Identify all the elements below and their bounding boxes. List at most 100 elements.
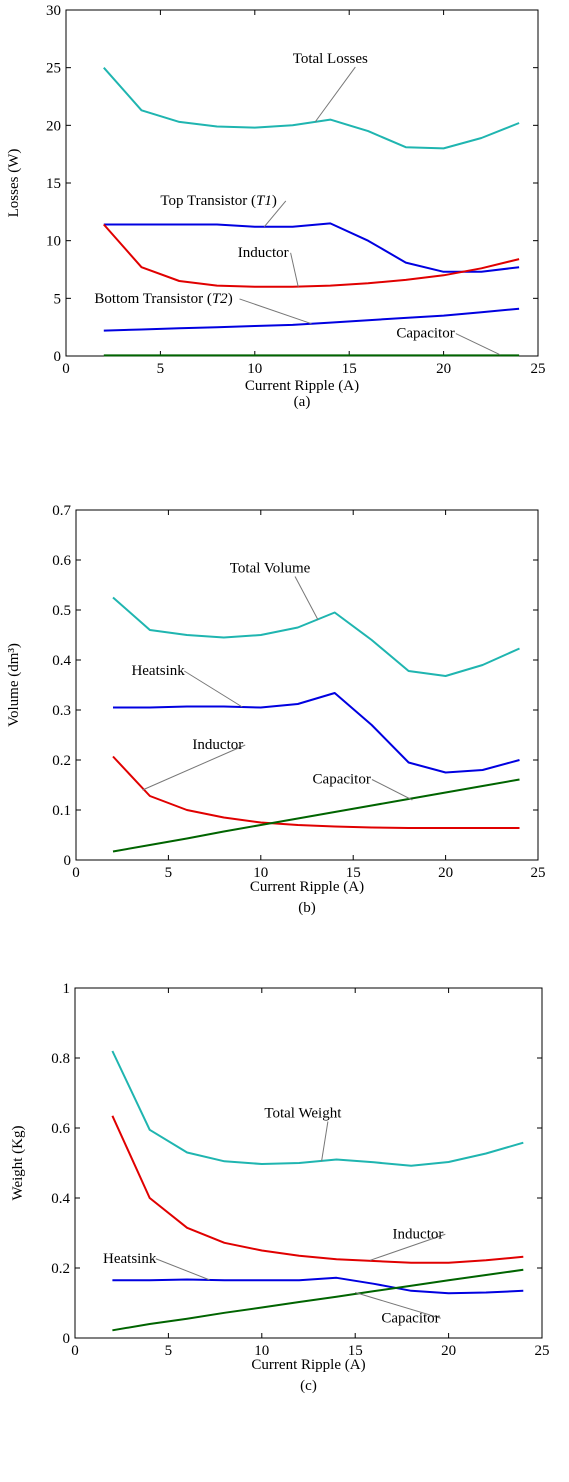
y-tick-label: 0.5 <box>52 603 71 619</box>
annotation-text: Capacitor <box>396 326 454 342</box>
y-tick-label: 0 <box>54 349 62 365</box>
x-tick-label: 25 <box>531 361 546 377</box>
series-annotation: Capacitor <box>313 772 371 788</box>
x-tick-label: 20 <box>436 361 451 377</box>
x-tick-label: 20 <box>438 865 453 881</box>
series-line-inductor <box>111 1115 524 1264</box>
series-annotation: Top Transistor (T1) <box>160 193 276 209</box>
series-annotation: Inductor <box>393 1226 444 1242</box>
series-line-total-losses <box>103 67 520 150</box>
series-line-capacitor <box>112 1268 524 1332</box>
annotation-leader <box>355 1292 441 1319</box>
annotation-text-after: ) <box>272 193 277 209</box>
series-annotation: Total Losses <box>293 51 368 67</box>
annotation-text: Total Weight <box>264 1106 342 1122</box>
series-line-inductor <box>112 755 520 829</box>
series-line-capacitor <box>112 778 520 853</box>
y-tick-label: 0.4 <box>52 653 71 669</box>
y-tick-label: 0.2 <box>51 1261 70 1277</box>
series-annotation: Capacitor <box>381 1310 439 1326</box>
annotation-leader <box>369 1233 446 1261</box>
annotation-leader <box>290 252 299 287</box>
plot-area-frame <box>74 987 543 1339</box>
y-axis-label: Weight (Kg) <box>10 1125 26 1200</box>
series-annotation: Inductor <box>192 737 243 753</box>
annotation-leader <box>263 200 287 228</box>
x-tick-label: 25 <box>535 1343 550 1359</box>
annotation-leader <box>155 1258 210 1281</box>
annotation-text: Bottom Transistor ( <box>94 291 212 307</box>
y-tick-label: 5 <box>54 291 62 307</box>
y-tick-label: 0.6 <box>52 553 71 569</box>
annotation-text-after: ) <box>228 291 233 307</box>
y-tick-label: 0.7 <box>52 503 71 519</box>
series-line-total-weight <box>111 1050 524 1167</box>
x-tick-label: 20 <box>441 1343 456 1359</box>
x-tick-label: 10 <box>247 361 262 377</box>
x-tick-label: 15 <box>348 1343 363 1359</box>
series-annotation: Total Volume <box>230 561 311 577</box>
annotation-italic: T2 <box>212 291 228 307</box>
x-tick-label: 5 <box>165 1343 173 1359</box>
x-tick-label: 5 <box>157 361 165 377</box>
x-tick-label: 15 <box>346 865 361 881</box>
series-annotation: Capacitor <box>396 326 454 342</box>
annotation-italic: T1 <box>256 193 272 209</box>
series-line-heatsink <box>112 1276 524 1295</box>
y-tick-label: 0.6 <box>51 1121 70 1137</box>
x-tick-label: 0 <box>62 361 70 377</box>
y-tick-label: 10 <box>46 234 61 250</box>
panel-label: (b) <box>298 900 316 916</box>
annotation-text: Capacitor <box>381 1310 439 1326</box>
annotation-text: Heatsink <box>103 1251 157 1267</box>
y-tick-label: 0.2 <box>52 753 71 769</box>
annotation-leader <box>142 744 246 791</box>
x-tick-label: 0 <box>71 1343 79 1359</box>
series-annotation: Heatsink <box>103 1251 157 1267</box>
y-tick-label: 0.3 <box>52 703 71 719</box>
annotation-leader <box>371 779 413 801</box>
annotation-text: Top Transistor ( <box>160 193 256 209</box>
annotation-text: Inductor <box>192 737 243 753</box>
x-tick-label: 15 <box>342 361 357 377</box>
annotation-leader <box>455 333 501 356</box>
annotation-text: Heatsink <box>131 663 185 679</box>
y-tick-label: 1 <box>63 981 71 997</box>
chart-panel-3: 0 5 10 15 20 25 0 0.2 0.4 0.6 0.8 1 Current Ripple (… <box>10 981 550 1394</box>
chart-panel-1: 0 5 10 15 20 25 0 5 10 15 20 25 30 Current Ripple (A)… <box>6 3 546 410</box>
x-axis-label: Current Ripple (A) <box>251 1357 365 1373</box>
annotation-leader <box>183 670 243 708</box>
y-tick-label: 0.1 <box>52 803 71 819</box>
annotation-text: Capacitor <box>313 772 371 788</box>
annotation-text: Total Volume <box>230 561 311 577</box>
x-tick-label: 5 <box>165 865 173 881</box>
x-tick-label: 10 <box>254 1343 269 1359</box>
y-tick-label: 20 <box>46 118 61 134</box>
series-annotation: Bottom Transistor (T2) <box>94 291 232 307</box>
panel-label: (c) <box>300 1378 317 1394</box>
series-annotation: Heatsink <box>131 663 185 679</box>
annotation-leader <box>239 298 312 325</box>
annotation-text: Inductor <box>238 245 289 261</box>
y-tick-label: 0.4 <box>51 1191 70 1207</box>
x-tick-label: 25 <box>531 865 546 881</box>
series-annotation: Inductor <box>238 245 289 261</box>
x-tick-label: 10 <box>253 865 268 881</box>
annotation-leader <box>294 576 319 621</box>
annotation-text: Total Losses <box>293 51 368 67</box>
y-tick-label: 25 <box>46 61 61 77</box>
series-line-heatsink <box>113 692 520 774</box>
x-tick-label: 0 <box>72 865 80 881</box>
panel-label: (a) <box>294 394 311 410</box>
y-axis-label: Volume (dm³) <box>6 643 22 727</box>
y-tick-label: 15 <box>46 176 61 192</box>
series-line-bottom-transistor-t2 <box>103 307 520 332</box>
series-line-inductor <box>103 223 520 288</box>
y-axis-label: Losses (W) <box>6 149 22 218</box>
series-line-top-transistor-t1 <box>103 222 520 273</box>
x-axis-label: Current Ripple (A) <box>250 879 364 895</box>
chart-panel-2: 0 5 10 15 20 25 0 0.1 0.2 0.3 0.4 0.5 0.6 0.7 Current … <box>6 503 546 916</box>
y-tick-label: 30 <box>46 3 61 19</box>
plot-area-frame <box>75 509 539 861</box>
x-axis-label: Current Ripple (A) <box>245 378 359 394</box>
